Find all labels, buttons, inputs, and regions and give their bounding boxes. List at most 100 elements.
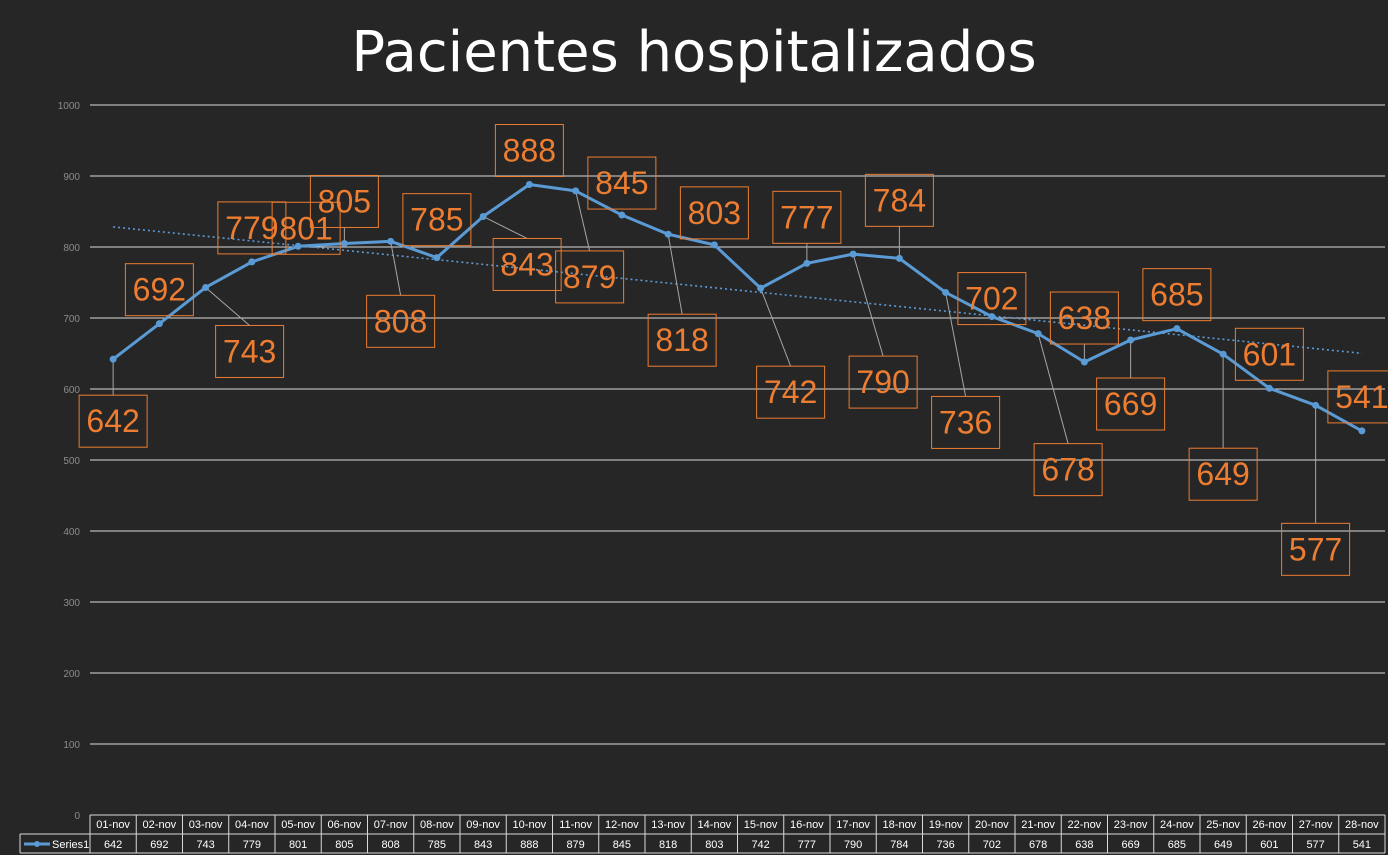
label-leader-line — [390, 241, 402, 296]
x-category-label: 04-nov — [235, 819, 269, 831]
table-value: 843 — [474, 839, 492, 851]
data-point — [1219, 350, 1227, 358]
data-label-box — [864, 173, 934, 227]
data-label: 790 — [856, 364, 909, 400]
y-tick-label: 200 — [63, 669, 80, 680]
data-label-box — [215, 324, 285, 378]
data-label: 879 — [563, 259, 616, 295]
data-label: 601 — [1243, 336, 1296, 372]
data-label-box — [587, 156, 657, 210]
data-label-box — [957, 272, 1027, 326]
data-label: 743 — [223, 333, 276, 369]
data-label: 779 — [225, 210, 278, 246]
data-point — [433, 254, 441, 262]
data-label-box — [555, 250, 625, 304]
data-point — [525, 181, 533, 189]
table-value: 685 — [1168, 839, 1186, 851]
data-point — [618, 211, 626, 219]
y-tick-label: 400 — [63, 527, 80, 538]
data-point — [1265, 384, 1273, 392]
y-tick-label: 800 — [63, 243, 80, 254]
data-label: 801 — [279, 210, 332, 246]
table-value: 845 — [613, 839, 631, 851]
data-label: 678 — [1041, 452, 1094, 488]
data-label-box — [494, 124, 564, 178]
data-label-box — [647, 313, 717, 367]
x-category-label: 14-nov — [698, 819, 732, 831]
x-category-label: 26-nov — [1253, 819, 1287, 831]
data-label-box — [756, 365, 826, 419]
table-value: 742 — [751, 839, 769, 851]
data-label: 784 — [873, 182, 926, 218]
data-label-box — [1096, 377, 1166, 431]
table-value: 669 — [1121, 839, 1139, 851]
data-label: 808 — [374, 303, 427, 339]
data-label: 777 — [780, 199, 833, 235]
x-category-label: 08-nov — [420, 819, 454, 831]
gridlines — [90, 104, 1385, 745]
x-category-label: 13-nov — [651, 819, 685, 831]
table-value: 642 — [104, 839, 122, 851]
x-category-label: 27-nov — [1299, 819, 1333, 831]
label-leader-line — [852, 253, 884, 357]
table-value: 779 — [243, 839, 261, 851]
table-value: 541 — [1353, 839, 1371, 851]
x-category-label: 28-nov — [1345, 819, 1379, 831]
table-value: 649 — [1214, 839, 1232, 851]
x-category-label: 20-nov — [975, 819, 1009, 831]
table-value: 743 — [196, 839, 214, 851]
table-value: 808 — [381, 839, 399, 851]
data-point — [572, 187, 580, 195]
data-label-box — [366, 294, 436, 348]
x-category-label: 21-nov — [1021, 819, 1055, 831]
data-label-box — [402, 193, 472, 247]
data-label: 541 — [1335, 379, 1388, 415]
data-label: 742 — [764, 374, 817, 410]
data-point — [664, 230, 672, 238]
data-label: 692 — [133, 272, 186, 308]
data-label-box — [931, 395, 1001, 449]
table-value: 801 — [289, 839, 307, 851]
x-category-label: 22-nov — [1068, 819, 1102, 831]
data-point — [895, 254, 903, 262]
table-value: 777 — [798, 839, 816, 851]
x-category-label: 06-nov — [328, 819, 362, 831]
table-value: 736 — [936, 839, 954, 851]
table-value: 888 — [520, 839, 538, 851]
legend-marker — [34, 841, 40, 847]
data-point — [109, 355, 117, 363]
x-category-label: 15-nov — [744, 819, 778, 831]
chart-title: Pacientes hospitalizados — [351, 20, 1036, 85]
data-label: 818 — [655, 322, 708, 358]
data-point — [202, 283, 210, 291]
data-point — [479, 212, 487, 220]
y-tick-label: 700 — [63, 314, 80, 325]
x-category-label: 02-nov — [143, 819, 177, 831]
x-category-label: 11-nov — [559, 819, 592, 831]
data-label-box — [309, 174, 379, 228]
data-point — [155, 320, 163, 328]
data-label-box — [492, 237, 562, 291]
table-value: 790 — [844, 839, 862, 851]
y-tick-label: 1000 — [58, 101, 81, 112]
y-axis-ticks: 0 100 200 300 400 500 600 700 800 900 1000 — [58, 101, 81, 822]
series-line — [112, 183, 1363, 433]
data-point — [1034, 330, 1042, 338]
data-points — [109, 181, 1366, 435]
table-value: 678 — [1029, 839, 1047, 851]
data-label: 685 — [1150, 277, 1203, 313]
x-category-label: 12-nov — [605, 819, 639, 831]
table-value: 879 — [566, 839, 584, 851]
label-leader-line — [760, 288, 792, 367]
table-value: 638 — [1075, 839, 1093, 851]
x-category-label: 17-nov — [836, 819, 870, 831]
data-label-box — [1049, 291, 1119, 345]
label-leader-line — [575, 190, 591, 252]
y-tick-label: 300 — [63, 598, 80, 609]
data-point — [248, 258, 256, 266]
data-point — [294, 242, 302, 250]
data-label-box — [1033, 443, 1103, 497]
data-point — [387, 237, 395, 245]
y-tick-label: 100 — [63, 740, 80, 751]
